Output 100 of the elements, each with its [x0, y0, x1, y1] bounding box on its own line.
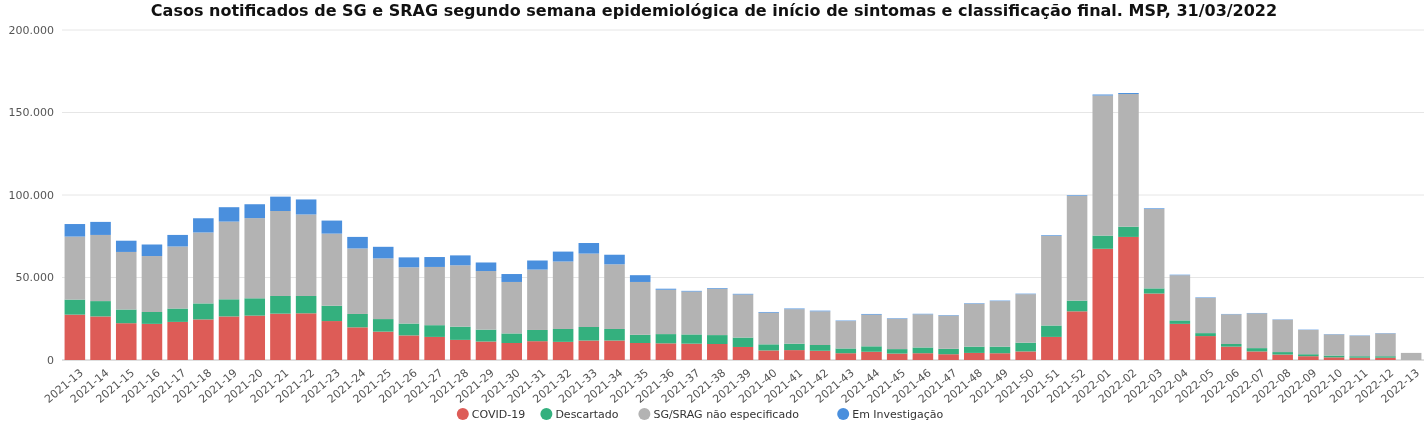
bar: [347, 313, 368, 328]
bar: [1272, 319, 1293, 353]
bar: [141, 311, 163, 324]
bar: [886, 349, 908, 354]
bar: [501, 343, 522, 360]
bar: [1220, 346, 1242, 360]
bar: [655, 289, 677, 335]
bar: [552, 341, 574, 360]
bar: [398, 335, 420, 360]
bar: [784, 343, 805, 351]
bar: [1298, 329, 1319, 355]
bar: [681, 291, 702, 335]
bar: [193, 218, 214, 233]
bar: [295, 295, 317, 314]
bar: [270, 295, 291, 314]
bar: [1272, 352, 1293, 355]
bar: [1041, 235, 1062, 326]
bar: [1195, 297, 1216, 334]
bar: [629, 281, 651, 335]
bar: [167, 321, 188, 360]
bar: [321, 220, 343, 234]
bar: [732, 337, 754, 347]
bar: [629, 334, 651, 344]
bar: [450, 255, 471, 266]
bar: [964, 303, 985, 347]
bar: [64, 224, 86, 237]
bar: [321, 321, 343, 360]
bar: [347, 236, 368, 249]
bar: [270, 313, 291, 360]
bar: [90, 316, 111, 360]
bar: [964, 346, 985, 353]
bar: [244, 218, 266, 299]
bar: [1015, 351, 1036, 360]
bar: [912, 353, 934, 360]
bar: [295, 313, 317, 360]
bar: [167, 308, 188, 322]
bar: [809, 350, 831, 360]
bar: [1246, 313, 1268, 349]
bar: [938, 354, 959, 360]
bar: [886, 318, 908, 350]
bar: [527, 341, 548, 360]
bar: [1195, 336, 1216, 360]
y-tick-label: 100.000: [8, 188, 54, 202]
legend-label: SG/SRAG não especificado: [653, 408, 800, 421]
bar: [912, 347, 934, 354]
bar: [861, 351, 882, 360]
bar: [398, 267, 420, 324]
bar: [450, 265, 471, 327]
legend-label: COVID-19: [471, 408, 526, 421]
bar: [218, 316, 240, 360]
bar: [578, 327, 600, 341]
bar: [1246, 351, 1268, 360]
bar: [1375, 333, 1396, 357]
bar: [141, 323, 163, 360]
bar: [90, 234, 111, 302]
bar: [218, 221, 240, 300]
bar: [604, 328, 625, 341]
bar: [1066, 311, 1088, 360]
bar: [372, 331, 394, 360]
bar: [707, 288, 728, 336]
bar: [115, 323, 137, 360]
bar: [1066, 300, 1088, 312]
bar: [552, 261, 574, 329]
bar: [193, 232, 214, 304]
bar: [295, 214, 317, 296]
bar: [629, 343, 651, 360]
bar: [1195, 333, 1216, 337]
bar: [1092, 248, 1114, 360]
bar: [1092, 235, 1114, 249]
bar: [115, 251, 137, 310]
bar: [1118, 236, 1139, 360]
bar: [938, 315, 959, 349]
bar: [115, 240, 137, 252]
bar: [681, 343, 702, 360]
bar: [424, 325, 445, 337]
bar: [321, 233, 343, 306]
bar: [244, 298, 266, 316]
bar: [141, 244, 163, 257]
bar: [475, 329, 497, 342]
bar: [758, 350, 779, 360]
bar: [578, 243, 600, 254]
bar: [64, 299, 86, 315]
bar: [604, 264, 625, 329]
bar: [64, 236, 86, 300]
bar: [372, 258, 394, 320]
bar: [475, 262, 497, 272]
bar: [886, 353, 908, 360]
bar: [1169, 320, 1191, 324]
bar: [707, 344, 728, 360]
bar: [1118, 226, 1139, 237]
bar: [501, 274, 522, 282]
bar: [424, 266, 445, 326]
bar: [347, 248, 368, 314]
bar: [218, 207, 240, 222]
bar: [527, 260, 548, 270]
bar: [1041, 325, 1062, 337]
bar: [1118, 94, 1139, 227]
y-tick-label: 150.000: [8, 106, 54, 120]
bar: [732, 346, 754, 360]
legend-label: Em Investigação: [852, 408, 944, 421]
